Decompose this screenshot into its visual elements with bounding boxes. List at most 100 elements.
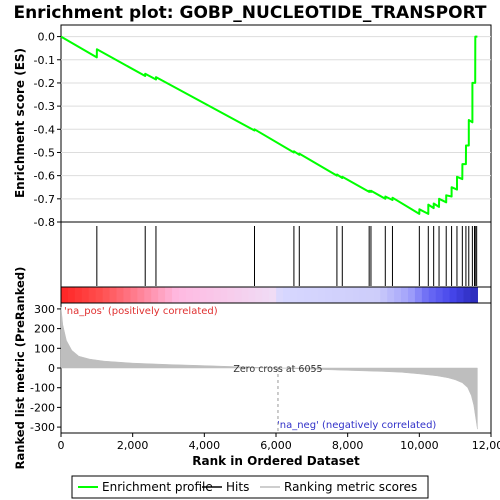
es-y-tick-label: -0.6 <box>34 170 55 183</box>
strip-segment <box>442 287 451 303</box>
strip-segment <box>407 287 416 303</box>
strip-segment <box>435 287 444 303</box>
strip-segment <box>394 287 402 303</box>
ranking-y-tick-label: 0 <box>48 362 55 375</box>
chart-title: Enrichment plot: GOBP_NUCLEOTIDE_TRANSPO… <box>13 3 486 23</box>
strip-segment <box>428 287 437 303</box>
strip-segment <box>185 287 194 303</box>
strip-segment <box>380 287 388 303</box>
legend-ranking-label: Ranking metric scores <box>284 480 417 494</box>
ranking-y-axis-ticks: 300 200 100 0 -100 -200 -300 <box>30 303 61 434</box>
es-y-axis-label: Enrichment score (ES) <box>13 48 27 198</box>
strip-segment <box>61 287 69 303</box>
es-panel-frame <box>60 24 492 223</box>
strip-segment <box>116 287 125 303</box>
strip-segment <box>123 287 131 303</box>
strip-segment <box>463 287 472 303</box>
strip-segment <box>421 287 430 303</box>
strip-segment <box>345 287 354 303</box>
es-y-axis-ticks: 0.0 -0.1 -0.2 -0.3 -0.4 -0.5 -0.6 -0.7 -0.8 <box>34 31 61 229</box>
strip-segment <box>387 287 395 303</box>
strip-segment <box>144 287 152 303</box>
strip-segment <box>102 287 111 303</box>
x-tick-label: 10,000 <box>400 439 439 452</box>
zero-cross-label: Zero cross at 6055 <box>233 364 322 375</box>
legend-frame <box>71 475 429 499</box>
enrichment-profile-line <box>60 35 478 215</box>
strip-segment <box>109 287 118 303</box>
strip-segment <box>269 287 277 303</box>
x-tick-label: 8,000 <box>332 439 364 452</box>
es-y-tick-label: -0.8 <box>34 216 55 229</box>
strip-segment <box>470 287 478 303</box>
es-y-tick-label: -0.5 <box>34 146 55 159</box>
x-axis-label: Rank in Ordered Dataset <box>192 454 360 468</box>
strip-segment <box>199 287 208 303</box>
hit-lines <box>96 226 478 286</box>
strip-segment <box>234 287 243 303</box>
strip-segment <box>220 287 229 303</box>
strip-segment <box>324 287 333 303</box>
strip-segment <box>352 287 361 303</box>
strip-segment <box>151 287 159 303</box>
es-y-tick-label: -0.2 <box>34 77 55 90</box>
x-tick-label: 4,000 <box>189 439 221 452</box>
es-y-tick-label: -0.1 <box>34 54 55 67</box>
x-tick-label: 6,000 <box>260 439 292 452</box>
x-tick-label: 2,000 <box>117 439 149 452</box>
strip-segment <box>310 287 319 303</box>
es-y-tick-label: 0.0 <box>38 31 56 44</box>
ranking-y-tick-label: 300 <box>34 303 55 316</box>
strip-segment <box>449 287 458 303</box>
strip-segment <box>276 287 284 303</box>
strip-segment <box>255 287 263 303</box>
strip-segment <box>88 287 97 303</box>
ranking-metric-area <box>60 306 478 430</box>
strip-segment <box>331 287 340 303</box>
positive-correlation-label: 'na_pos' (positively correlated) <box>64 306 218 317</box>
strip-segment <box>95 287 104 303</box>
strip-segment <box>317 287 326 303</box>
strip-segment <box>213 287 222 303</box>
ranking-y-tick-label: -200 <box>30 401 55 414</box>
legend-hits-label: Hits <box>226 480 249 494</box>
strip-segment <box>165 287 173 303</box>
strip-segment <box>241 287 249 303</box>
strip-segment <box>373 287 381 303</box>
strip-segment <box>296 287 305 303</box>
es-y-tick-label: -0.3 <box>34 100 55 113</box>
strip-segment <box>338 287 347 303</box>
x-tick-label: 12,000 <box>472 439 500 452</box>
ranking-color-strip <box>61 287 478 303</box>
strip-segment <box>366 287 374 303</box>
strip-segment <box>456 287 465 303</box>
legend-enrichment-label: Enrichment profile <box>102 480 213 494</box>
strip-segment <box>130 287 138 303</box>
strip-segment <box>283 287 291 303</box>
negative-correlation-label: 'na_neg' (negatively correlated) <box>277 420 436 431</box>
strip-segment <box>74 287 83 303</box>
hits-panel-frame <box>60 221 492 288</box>
es-y-tick-label: -0.4 <box>34 123 55 136</box>
strip-segment <box>178 287 187 303</box>
legend: Enrichment profile Hits Ranking metric s… <box>71 475 429 499</box>
strip-segment <box>290 287 298 303</box>
strip-segment <box>172 287 180 303</box>
strip-segment <box>137 287 145 303</box>
strip-segment <box>262 287 270 303</box>
strip-segment <box>67 287 76 303</box>
strip-segment <box>359 287 367 303</box>
strip-segment <box>401 287 409 303</box>
strip-segment <box>248 287 256 303</box>
ranking-y-tick-label: -100 <box>30 382 55 395</box>
ranking-y-tick-label: -300 <box>30 421 55 434</box>
strip-segment <box>227 287 236 303</box>
ranking-y-axis-label: Ranked list metric (PreRanked) <box>13 267 27 470</box>
strip-segment <box>206 287 215 303</box>
ranking-y-tick-label: 200 <box>34 323 55 336</box>
strip-segment <box>158 287 166 303</box>
strip-segment <box>81 287 90 303</box>
strip-segment <box>303 287 312 303</box>
ranking-y-tick-label: 100 <box>34 342 55 355</box>
